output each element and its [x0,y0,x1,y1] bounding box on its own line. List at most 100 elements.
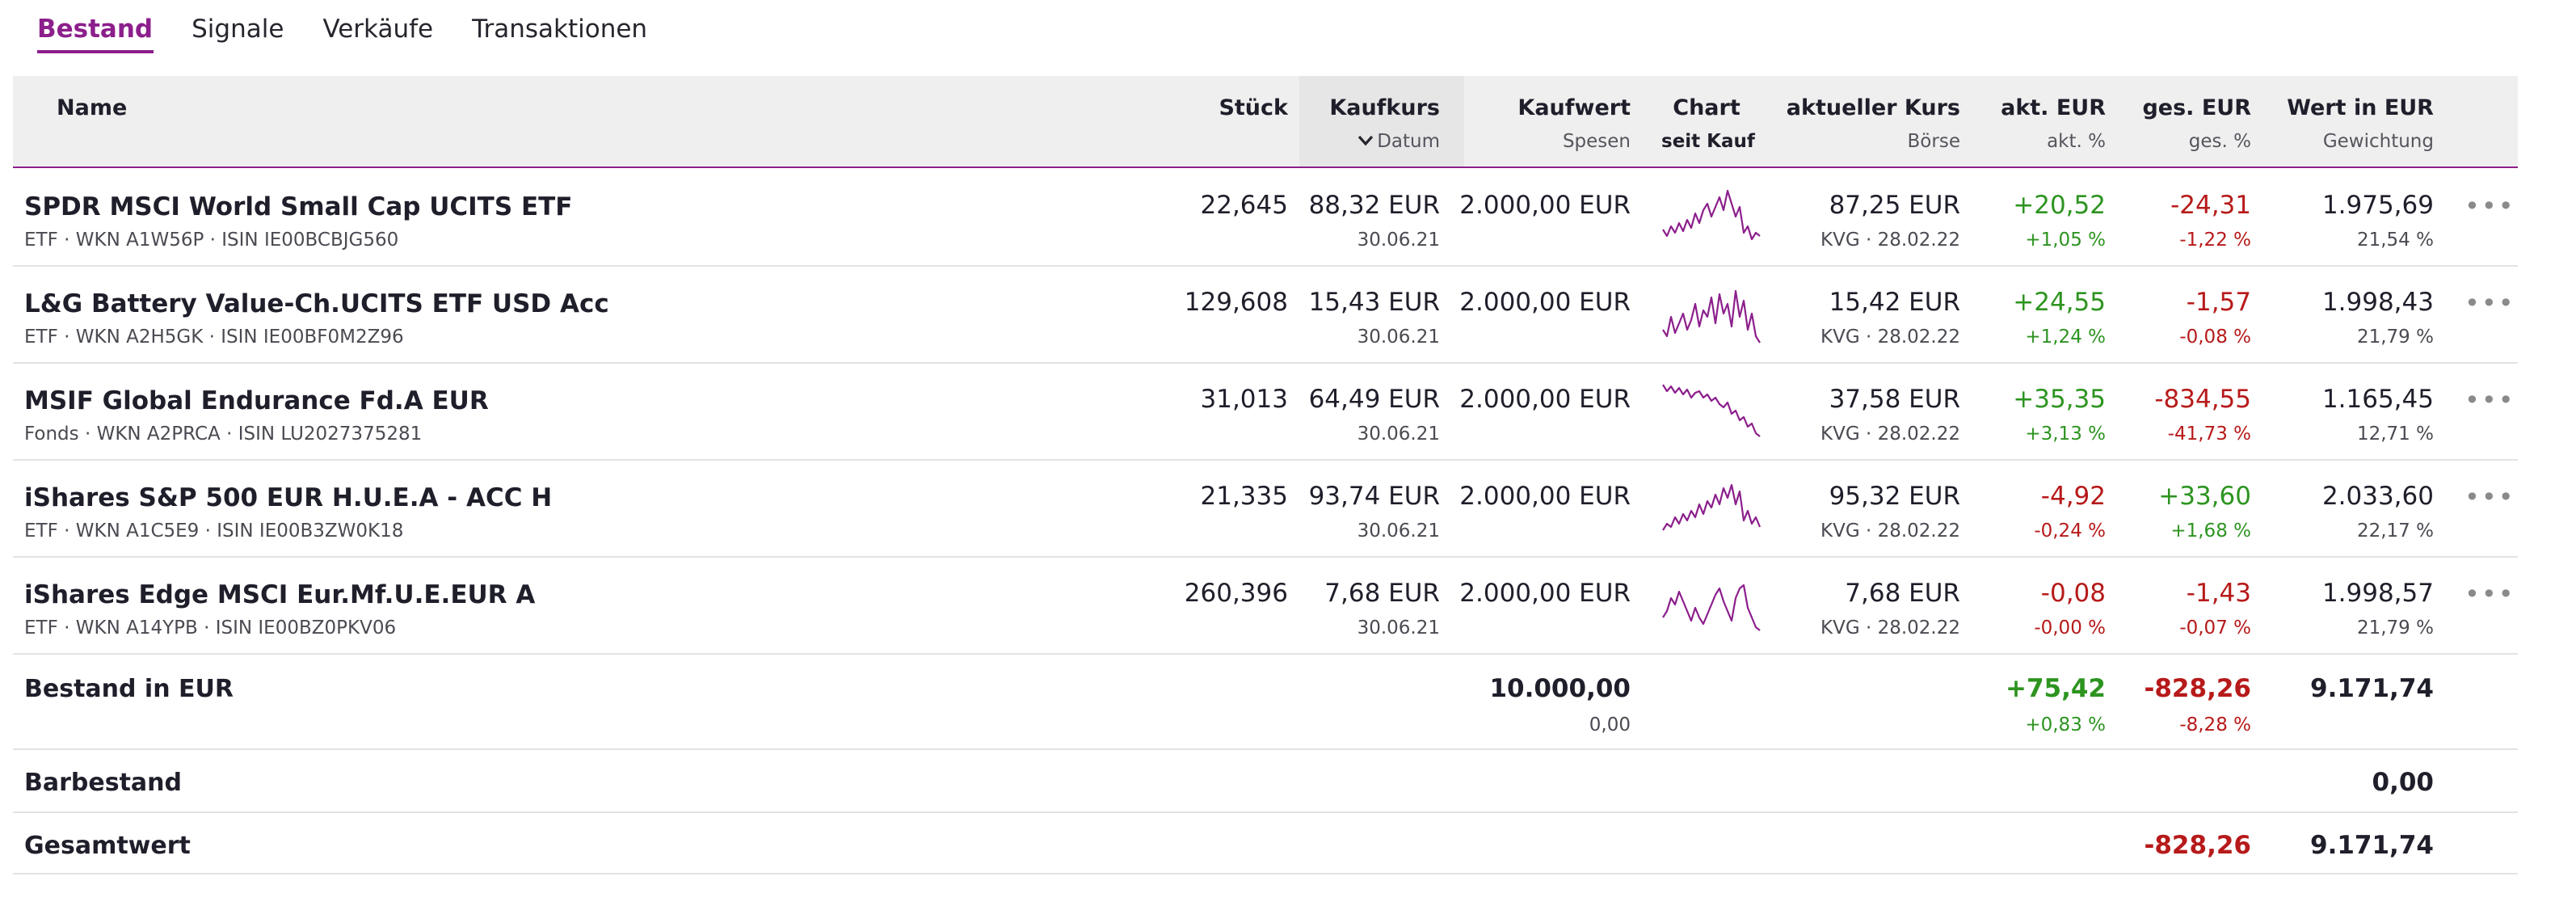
col-kaufkurs[interactable]: Kaufkurs Datum [1329,95,1440,152]
table-header: Name Stück Kaufkurs Datum Kaufwert Spese… [13,76,2518,168]
table-row[interactable]: L&G Battery Value-Ch.UCITS ETF USD Acc ET… [13,265,2518,364]
more-horizontal-icon[interactable]: ••• [2464,385,2515,415]
boerse-value: KVG · 28.02.22 [1820,422,1960,445]
tab-bestand[interactable]: Bestand [37,0,153,58]
summary-spesen: 0,00 [1589,713,1631,735]
table-row[interactable]: MSIF Global Endurance Fd.A EUR Fonds · WK… [13,362,2518,461]
kaufkurs-value: 93,74 EUR [1308,482,1440,511]
more-horizontal-icon[interactable]: ••• [2464,191,2515,221]
kaufwert-value: 2.000,00 EUR [1459,482,1631,511]
sparkline-chart[interactable] [1661,375,1762,446]
stueck-value: 21,335 [1200,482,1289,511]
boerse-value: KVG · 28.02.22 [1820,616,1960,639]
akt-pct-value: +3,13 % [2025,422,2106,445]
sorted-column-highlight [1299,76,1464,166]
sparkline-chart[interactable] [1661,472,1762,543]
col-chart: Chart seit Kauf [1661,95,1755,152]
tab-transaktionen[interactable]: Transaktionen [472,15,648,44]
akt-eur-value: +24,55 [2013,288,2106,317]
gewichtung-value: 21,54 % [2356,228,2434,251]
more-horizontal-icon[interactable]: ••• [2464,579,2515,609]
stueck-value: 129,608 [1184,288,1288,317]
col-stueck[interactable]: Stück [1219,95,1288,121]
akt-eur-value: -0,08 [2040,579,2106,608]
security-identifiers: ETF · WKN A1W56P · ISIN IE00BCBJG560 [24,228,399,251]
security-name[interactable]: L&G Battery Value-Ch.UCITS ETF USD Acc [24,289,609,318]
gewichtung-value: 22,17 % [2356,519,2434,542]
kaufkurs-value: 7,68 EUR [1324,579,1440,608]
security-name[interactable]: iShares Edge MSCI Eur.Mf.U.E.EUR A [24,580,536,609]
sparkline-chart[interactable] [1661,181,1762,252]
ges-pct-value: -0,08 % [2179,325,2251,348]
more-horizontal-icon[interactable]: ••• [2464,288,2515,318]
sparkline-chart[interactable] [1661,278,1762,349]
boerse-value: KVG · 28.02.22 [1820,325,1960,348]
table-row[interactable]: SPDR MSCI World Small Cap UCITS ETF ETF ·… [13,168,2518,267]
aktueller-kurs-value: 95,32 EUR [1829,482,1960,511]
col-kaufwert[interactable]: Kaufwert Spesen [1517,95,1631,152]
wert-value: 1.165,45 [2321,385,2434,414]
tab-signale[interactable]: Signale [192,15,284,44]
aktueller-kurs-value: 37,58 EUR [1829,385,1960,414]
security-identifiers: ETF · WKN A2H5GK · ISIN IE00BF0M2Z96 [24,325,404,348]
more-horizontal-icon[interactable]: ••• [2464,482,2515,512]
akt-eur-value: -4,92 [2040,482,2106,511]
summary-ges-eur: -828,26 [2144,674,2252,703]
col-wert-eur[interactable]: Wert in EUR Gewichtung [2287,95,2434,152]
ges-pct-value: -1,22 % [2179,228,2251,251]
akt-pct-value: -0,24 % [2034,519,2106,542]
kaufwert-value: 2.000,00 EUR [1459,288,1631,317]
security-name[interactable]: iShares S&P 500 EUR H.U.E.A - ACC H [24,483,553,512]
akt-eur-value: +35,35 [2013,385,2106,414]
stueck-value: 260,396 [1184,579,1288,608]
security-identifiers: ETF · WKN A1C5E9 · ISIN IE00B3ZW0K18 [24,519,404,542]
aktueller-kurs-value: 87,25 EUR [1829,191,1960,220]
gewichtung-value: 21,79 % [2356,616,2434,639]
wert-value: 1.998,43 [2321,288,2434,317]
sparkline-chart[interactable] [1661,569,1762,640]
ges-eur-value: -1,57 [2186,288,2251,317]
summary-akt-pct: +0,83 % [2025,713,2106,735]
kaufdatum-value: 30.06.21 [1357,422,1440,445]
gesamtwert-ges-eur: -828,26 [2144,831,2252,860]
ges-eur-value: +33,60 [2158,482,2251,511]
col-akt-eur[interactable]: akt. EUR akt. % [2001,95,2106,152]
gesamtwert-wert: 9.171,74 [2310,831,2434,860]
akt-pct-value: +1,05 % [2025,228,2106,251]
wert-value: 2.033,60 [2321,482,2434,511]
ges-pct-value: -0,07 % [2179,616,2251,639]
summary-row-bestand: Bestand in EUR 10.000,00 0,00 +75,42 +0,… [13,655,2518,750]
bestand-label: Bestand in EUR [24,674,234,703]
kaufwert-value: 2.000,00 EUR [1459,385,1631,414]
summary-kaufwert: 10.000,00 [1489,674,1631,703]
ges-eur-value: -834,55 [2154,385,2251,414]
sparkline-line [1662,289,1761,343]
boerse-value: KVG · 28.02.22 [1820,519,1960,542]
stueck-value: 31,013 [1200,385,1289,414]
chevron-down-icon [1357,135,1374,146]
col-name[interactable]: Name [57,95,128,121]
col-aktueller-kurs[interactable]: aktueller Kurs Börse [1786,95,1960,152]
security-name[interactable]: MSIF Global Endurance Fd.A EUR [24,386,489,415]
ges-pct-value: -41,73 % [2167,422,2251,445]
col-ges-eur[interactable]: ges. EUR ges. % [2142,95,2251,152]
ges-eur-value: -24,31 [2170,191,2251,220]
table-row[interactable]: iShares Edge MSCI Eur.Mf.U.E.EUR A ETF · … [13,556,2518,655]
boerse-value: KVG · 28.02.22 [1820,228,1960,251]
barbestand-label: Barbestand [24,768,182,797]
summary-row-barbestand: Barbestand 0,00 [13,750,2518,813]
kaufdatum-value: 30.06.21 [1357,325,1440,348]
security-name[interactable]: SPDR MSCI World Small Cap UCITS ETF [24,192,573,221]
ges-eur-value: -1,43 [2186,579,2251,608]
akt-pct-value: +1,24 % [2025,325,2106,348]
wert-value: 1.975,69 [2321,191,2434,220]
sparkline-line [1662,384,1761,437]
security-identifiers: Fonds · WKN A2PRCA · ISIN LU2027375281 [24,422,423,445]
summary-akt-eur: +75,42 [2005,674,2106,703]
security-identifiers: ETF · WKN A14YPB · ISIN IE00BZ0PKV06 [24,616,397,639]
table-row[interactable]: iShares S&P 500 EUR H.U.E.A - ACC H ETF ·… [13,459,2518,558]
kaufwert-value: 2.000,00 EUR [1459,191,1631,220]
ges-pct-value: +1,68 % [2170,519,2251,542]
summary-ges-pct: -8,28 % [2179,713,2251,735]
tab-verkaeufe[interactable]: Verkäufe [322,15,434,44]
